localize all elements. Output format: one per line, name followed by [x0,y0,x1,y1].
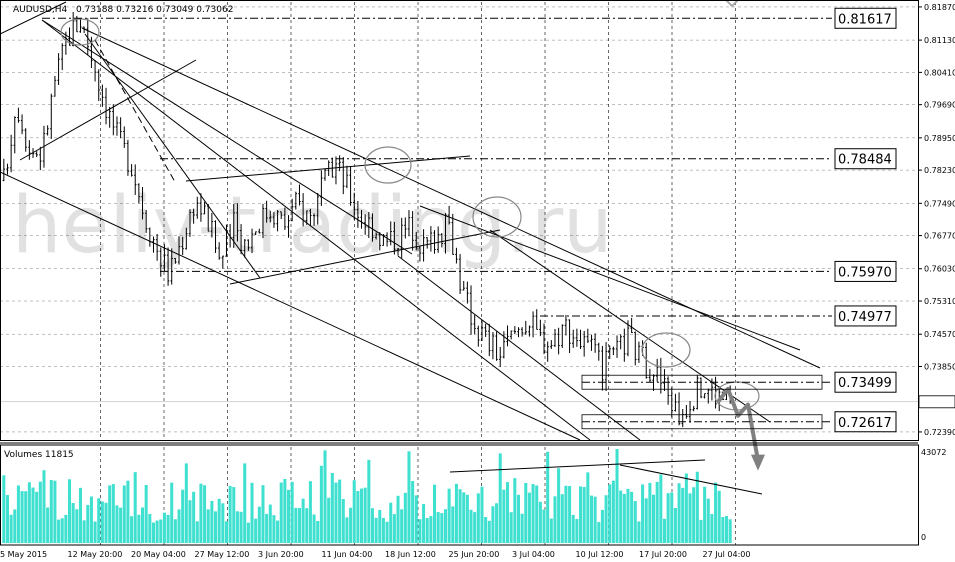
y-tick-label: 0.81130 [924,36,955,45]
y-tick-label: 0.76030 [924,265,955,274]
y-tick-label: 0.73850 [924,362,955,371]
x-tick-label: 17 Jul 20:00 [639,550,687,559]
trend-line [0,1,67,35]
trend-line [185,155,471,182]
y-tick-label: 0.81870 [924,3,955,12]
trend-line [419,205,801,351]
highlight-circle [60,18,100,46]
watermark: heliy-trading.ru [12,181,613,271]
y-tick-label: 0.80410 [924,68,955,77]
y-tick-label: 0.77490 [924,199,955,208]
level-label: 0.78484 [838,153,892,168]
x-tick-label: 3 Jun 20:00 [258,550,304,559]
volume-label: Volumes 11815 [4,450,74,460]
x-tick-label: 5 May 2015 [0,550,47,559]
level-label-box [834,411,897,433]
y-tick-label: 0.79690 [924,101,955,110]
y-tick-label: 0.76770 [924,232,955,241]
level-label-box [834,148,897,170]
trend-line [397,255,641,441]
trend-line [19,59,197,161]
trend-line [229,229,501,285]
x-tick-label: 12 May 20:00 [68,550,123,559]
current-price-box [918,395,955,409]
y-tick-label: 0.78230 [924,166,955,175]
level-label-box [834,260,897,282]
level-label: 0.73499 [838,376,892,391]
x-tick-label: 10 Jul 12:00 [576,550,624,559]
price-panel-frame [0,0,919,441]
candle-layer [2,11,732,428]
x-tick-label: 3 Jul 04:00 [512,550,555,559]
level-zone [581,374,823,390]
grid-layer [0,2,918,545]
level-label: 0.81617 [838,12,892,27]
y-tick-label: 0.75310 [924,297,955,306]
y-tick-label: 0.78950 [924,134,955,143]
x-tick-label: 18 Jun 12:00 [385,550,436,559]
trend-line [41,19,413,255]
level-layer: 0.81617 0.78484 0.75970 0.74977 0.73499 0.726… [42,7,897,433]
ohlc-label: 0.73188 0.73216 0.73049 0.73062 [76,5,233,15]
trend-line [449,459,706,473]
level-label: 0.72617 [838,416,892,431]
symbol-label: AUDUSD,H4 [13,5,68,15]
forecast-path [716,386,760,461]
volume-min-label: 0 [921,533,926,542]
trend-line [41,19,591,441]
trend-line [489,229,771,423]
y-tick-label: 0.72390 [924,428,955,437]
highlight-circle [472,196,522,238]
x-tick-label: 20 May 04:00 [131,550,186,559]
highlight-circle [364,146,412,184]
level-label-box [834,371,897,393]
level-zone [581,414,823,430]
x-tick-label: 25 Jun 20:00 [449,550,500,559]
trend-line [0,171,581,441]
volume-max-label: 43072 [921,448,946,457]
forecast-top-stub [725,0,739,8]
x-tick-label: 27 May 12:00 [195,550,250,559]
trendline-layer [0,0,821,495]
level-label: 0.74977 [838,310,892,325]
trend-line [619,464,763,495]
forecast-arrowhead [751,454,765,471]
level-label-box [834,305,897,327]
level-label-box [834,7,897,29]
highlight-circle [641,332,691,368]
volume-panel-frame [0,444,919,546]
x-tick-label: 27 Jul 04:00 [703,550,751,559]
x-tick-label: 11 Jun 04:00 [322,550,373,559]
y-tick-label: 0.74570 [924,330,955,339]
level-label: 0.75970 [838,265,892,280]
volume-layer [2,449,732,543]
